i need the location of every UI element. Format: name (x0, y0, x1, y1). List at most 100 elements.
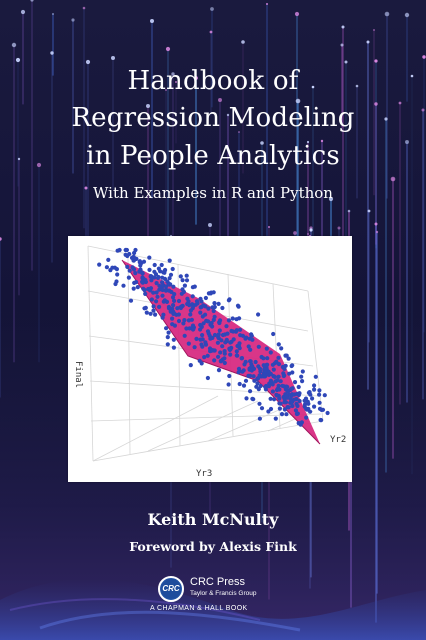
scatter-point (125, 264, 130, 269)
scatter-point (170, 316, 175, 321)
scatter-point (312, 383, 317, 388)
light-dot (384, 117, 388, 121)
scatter-point (159, 262, 164, 268)
scatter-point (172, 311, 177, 316)
scatter-point (279, 412, 285, 417)
scatter-point (157, 287, 162, 292)
light-dot (260, 141, 264, 145)
scatter-point (171, 303, 176, 308)
scatter-point (274, 359, 279, 364)
light-dot (366, 40, 370, 44)
light-dot (241, 40, 245, 44)
scatter-point (198, 337, 203, 342)
light-dot (150, 19, 154, 23)
light-dot (320, 139, 324, 143)
scatter-point (206, 291, 211, 296)
scatter-point (167, 282, 172, 287)
publisher-group: Taylor & Francis Group (190, 590, 257, 597)
scatter-point (157, 304, 162, 309)
scatter-point (277, 396, 282, 401)
scatter-point (168, 272, 174, 277)
scatter-point (201, 303, 206, 308)
scatter-point (154, 281, 159, 286)
scatter-point (132, 250, 137, 256)
scatter-point (273, 379, 278, 384)
light-dot (344, 60, 348, 64)
light-dot (422, 55, 426, 59)
scatter-point (157, 283, 162, 288)
scatter-point (325, 410, 330, 416)
light-dot (165, 46, 171, 52)
light-dot (17, 157, 21, 161)
scatter-point (194, 336, 199, 341)
scatter-point (153, 312, 158, 317)
scatter-point (237, 381, 242, 387)
scatter-point (152, 262, 157, 268)
scatter-point (172, 323, 177, 328)
scatter-point (175, 306, 180, 311)
scatter-point (266, 409, 271, 414)
scatter-point (208, 322, 213, 327)
scatter-point (144, 310, 149, 315)
light-dot (405, 140, 409, 144)
scatter-point (168, 309, 173, 314)
scatter-point (163, 288, 168, 293)
scatter-point (256, 387, 261, 392)
scatter-point (171, 345, 176, 350)
light-dot (36, 162, 42, 168)
scatter-point (277, 387, 282, 392)
light-dot (171, 72, 175, 76)
scatter-point (185, 301, 190, 307)
scatter-point (128, 298, 134, 303)
light-dot (84, 186, 88, 190)
scatter-point (256, 376, 261, 381)
scatter-point (148, 311, 153, 316)
scatter-point (158, 269, 163, 274)
scatter-point (149, 297, 154, 302)
scatter-point (290, 370, 295, 375)
scatter-point (231, 337, 236, 342)
scatter-point (322, 393, 327, 398)
scatter-point (206, 306, 211, 311)
scatter-point (212, 301, 217, 306)
publisher-name: CRC Press (190, 576, 246, 588)
scatter-point (165, 342, 170, 347)
scatter-point (167, 258, 172, 263)
light-dot (355, 84, 359, 88)
scatter-point (207, 346, 213, 351)
scatter-point (246, 344, 251, 349)
scatter-point (313, 374, 318, 379)
scatter-point (182, 333, 187, 338)
scatter-point (182, 318, 187, 323)
scatter-point (161, 299, 166, 304)
scatter-point (226, 318, 231, 323)
light-dot (111, 56, 115, 60)
scatter-point (241, 383, 247, 388)
scatter-point (217, 320, 222, 326)
scatter-point (230, 316, 235, 321)
scatter-point (300, 369, 305, 374)
scatter-point (142, 287, 147, 293)
book-title-line-1: Handbook of (127, 66, 299, 96)
scatter-point (292, 392, 297, 397)
scatter-point (151, 308, 156, 313)
scatter-point (258, 383, 263, 389)
scatter-point (188, 308, 193, 313)
scatter-point (262, 369, 268, 374)
scatter-point (296, 384, 301, 390)
scatter-point (238, 333, 243, 338)
scatter-point (112, 265, 117, 270)
scatter-point (282, 366, 287, 371)
scatter-point (166, 330, 171, 335)
scatter-point (115, 272, 120, 277)
scatter-point (215, 340, 220, 345)
scatter-point (198, 296, 203, 301)
scatter-point (167, 276, 172, 281)
scatter-point (176, 298, 182, 304)
scatter-point (270, 389, 275, 394)
scatter-point (281, 373, 286, 379)
scatter-point (149, 278, 154, 283)
scatter-point (286, 405, 291, 410)
scatter-point (205, 329, 211, 334)
